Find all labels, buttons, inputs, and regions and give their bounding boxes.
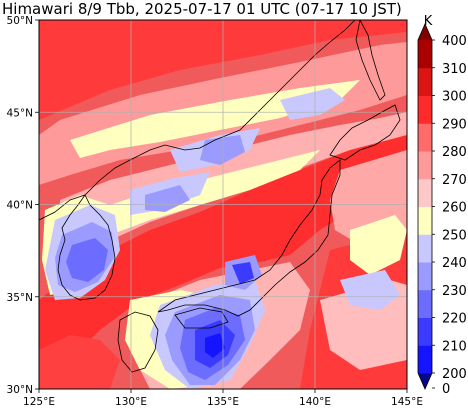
colorbar-tick-label: 200 xyxy=(442,367,467,382)
latitude-axis: 30°N 35°N 40°N 45°N 50°N xyxy=(7,15,39,396)
warm-sea-south xyxy=(39,335,120,389)
colorbar-segment xyxy=(418,67,432,96)
colorbar-tick-label: 260 xyxy=(442,201,467,216)
colorbar-tick-label: 240 xyxy=(442,256,467,271)
map-title: Himawari 8/9 Tbb, 2025-07-17 01 UTC (07-… xyxy=(2,0,402,18)
lon-tick-label: 125°E xyxy=(23,396,55,408)
blue-cloud-north xyxy=(200,135,245,165)
colorbar-segment xyxy=(418,95,432,124)
colorbar-segment xyxy=(418,262,432,291)
colorbar-tick-label: 300 xyxy=(442,90,467,105)
colorbar-tick-label: 400 xyxy=(442,34,467,49)
colorbar-segment xyxy=(418,206,432,235)
colorbar-tick-label: 310 xyxy=(442,62,467,77)
longitude-axis: 125°E 130°E 135°E 140°E 145°E xyxy=(23,389,423,408)
coastline-honshu xyxy=(157,159,341,317)
lat-tick-label: 50°N xyxy=(7,15,33,27)
lat-tick-label: 40°N xyxy=(7,200,33,212)
coastline-sakhalin xyxy=(355,20,386,101)
colorbar-segment xyxy=(418,151,432,180)
deep-convection-japan-3 xyxy=(205,333,225,358)
gridlines xyxy=(39,20,407,389)
blue-cloud-central xyxy=(145,185,190,212)
colorbar-unit: K xyxy=(424,14,433,29)
lon-tick-label: 135°E xyxy=(207,396,239,408)
deep-convection-korea xyxy=(66,238,108,282)
colorbar-segment xyxy=(418,178,432,207)
colorbar-segment xyxy=(418,317,432,346)
colorbar-extend-low xyxy=(418,373,432,389)
deep-convection-honshu xyxy=(232,262,254,284)
colorbar-tick-label: 230 xyxy=(442,284,467,299)
lavender-cloud-east xyxy=(340,270,400,310)
lat-tick-label: 45°N xyxy=(7,107,33,119)
coastline-mainland xyxy=(39,20,356,221)
colorbar-tick-label: 290 xyxy=(442,117,467,132)
colorbar-tick-label: 210 xyxy=(442,339,467,354)
colorbar-tick-label: 220 xyxy=(442,312,467,327)
coastline-shikoku xyxy=(174,307,229,329)
colorbar-segment xyxy=(418,234,432,263)
lon-tick-label: 130°E xyxy=(115,396,147,408)
coastline-korea xyxy=(57,194,116,301)
colorbar-tick-label: 280 xyxy=(442,145,467,160)
coastline-kyushu xyxy=(117,311,159,373)
colorbar-tick-label: 270 xyxy=(442,173,467,188)
colorbar-segment xyxy=(418,123,432,152)
colorbar-segment xyxy=(418,345,432,374)
yellow-cloud-east xyxy=(350,215,407,275)
colorbar-tick-label: 250 xyxy=(442,228,467,243)
lon-tick-label: 145°E xyxy=(391,396,423,408)
colorbar-extend-high xyxy=(418,24,432,40)
lat-tick-label: 35°N xyxy=(7,292,33,304)
colorbar-segment xyxy=(418,40,432,69)
colorbar-tick-label: 0 xyxy=(442,382,450,397)
colorbar-segment xyxy=(418,289,432,318)
lon-tick-label: 140°E xyxy=(299,396,331,408)
lat-tick-label: 30°N xyxy=(7,384,33,396)
